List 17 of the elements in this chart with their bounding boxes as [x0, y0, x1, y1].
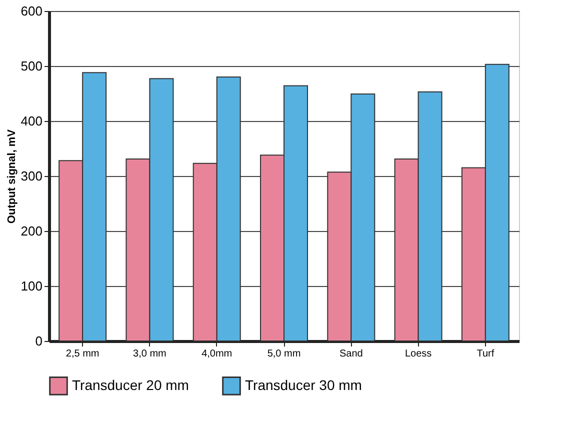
legend-label: Transducer 20 mm — [72, 376, 189, 393]
legend-label: Transducer 30 mm — [245, 376, 362, 393]
y-tick-label: 0 — [35, 334, 42, 348]
y-tick-label: 400 — [20, 114, 42, 128]
x-tick-label: 5,0 mm — [267, 348, 301, 360]
y-tick-label: 500 — [20, 58, 42, 74]
y-tick-label: 300 — [20, 168, 42, 184]
x-tick-label: 3,0 mm — [133, 348, 166, 360]
x-tick-label: Loess — [404, 348, 432, 360]
x-tick-label: Sand — [339, 348, 363, 360]
x-tick-label: 2,5 mm — [66, 348, 100, 360]
y-tick-label: 200 — [20, 224, 42, 238]
y-axis-title: Output signal, mV — [6, 128, 18, 224]
y-tick-label: 100 — [20, 278, 42, 294]
x-tick-label: Turf — [476, 348, 494, 360]
y-tick-label: 600 — [20, 4, 42, 18]
x-tick-label: 4,0mm — [202, 348, 232, 360]
